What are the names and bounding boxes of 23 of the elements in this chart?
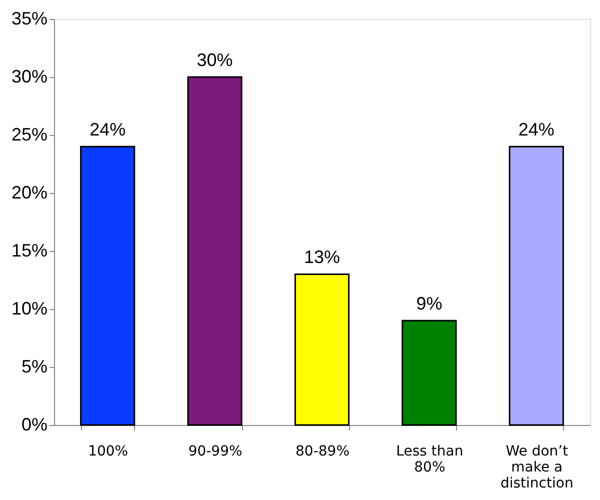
data-label: 30%: [196, 50, 233, 70]
x-tick-label: 100%: [88, 444, 128, 460]
x-tick-label: 80-89%: [296, 444, 350, 460]
bar: [294, 273, 350, 426]
y-tick-label: 0%: [21, 414, 48, 434]
bar: [508, 146, 564, 426]
y-tick-label: 35%: [11, 8, 48, 28]
y-tick-label: 25%: [11, 124, 48, 144]
y-tick-label: 10%: [11, 298, 48, 318]
bar: [187, 76, 242, 426]
bar: [80, 146, 136, 426]
x-tick-label: We don’t make a distinction: [500, 444, 574, 492]
data-label: 24%: [518, 120, 554, 140]
data-label: 24%: [90, 120, 126, 140]
data-label: 13%: [304, 247, 340, 268]
bar: [402, 320, 457, 426]
data-label: 9%: [416, 294, 442, 314]
x-tick-label: Less than 80%: [396, 444, 464, 476]
x-tick-label: 90-99%: [188, 444, 242, 460]
y-tick-label: 5%: [21, 356, 48, 376]
y-tick-label: 30%: [11, 66, 48, 86]
y-tick-label: 20%: [11, 182, 48, 202]
y-tick-label: 15%: [11, 240, 48, 260]
